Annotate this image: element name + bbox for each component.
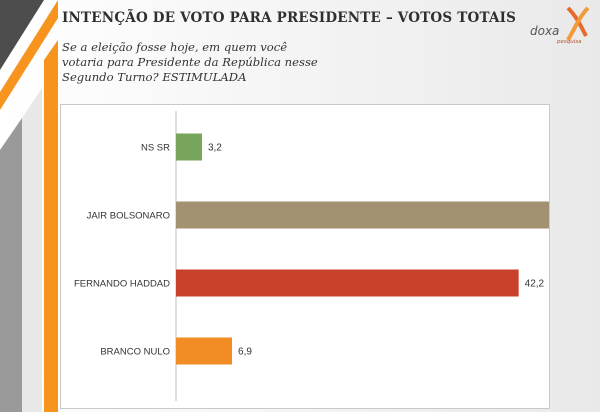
orange-stripe bbox=[0, 0, 58, 110]
bar bbox=[176, 337, 233, 365]
category-label: FERNANDO HADDAD bbox=[74, 279, 170, 290]
data-label: 42,2 bbox=[525, 279, 545, 290]
orange-band bbox=[44, 40, 58, 412]
dark-stripe bbox=[0, 0, 44, 70]
bar bbox=[176, 201, 549, 229]
bar bbox=[176, 133, 202, 161]
data-label: 3,2 bbox=[208, 143, 222, 154]
doxa-x-logo-icon bbox=[566, 6, 590, 41]
question-text: Se a eleição fosse hoje, em quem você vo… bbox=[62, 40, 318, 84]
gray-stripe bbox=[0, 118, 22, 412]
logo-tagline: pesquisa bbox=[557, 39, 582, 45]
logo-name: doxa bbox=[530, 24, 560, 38]
data-label: 6,9 bbox=[238, 347, 252, 358]
category-label: JAIR BOLSONARO bbox=[87, 211, 170, 222]
page-title: INTENÇÃO DE VOTO PARA PRESIDENTE – VOTOS… bbox=[62, 10, 517, 26]
category-label: NS SR bbox=[141, 143, 170, 154]
light-stripe bbox=[22, 88, 42, 412]
bar bbox=[176, 269, 519, 297]
category-label: BRANCO NULO bbox=[100, 347, 170, 358]
